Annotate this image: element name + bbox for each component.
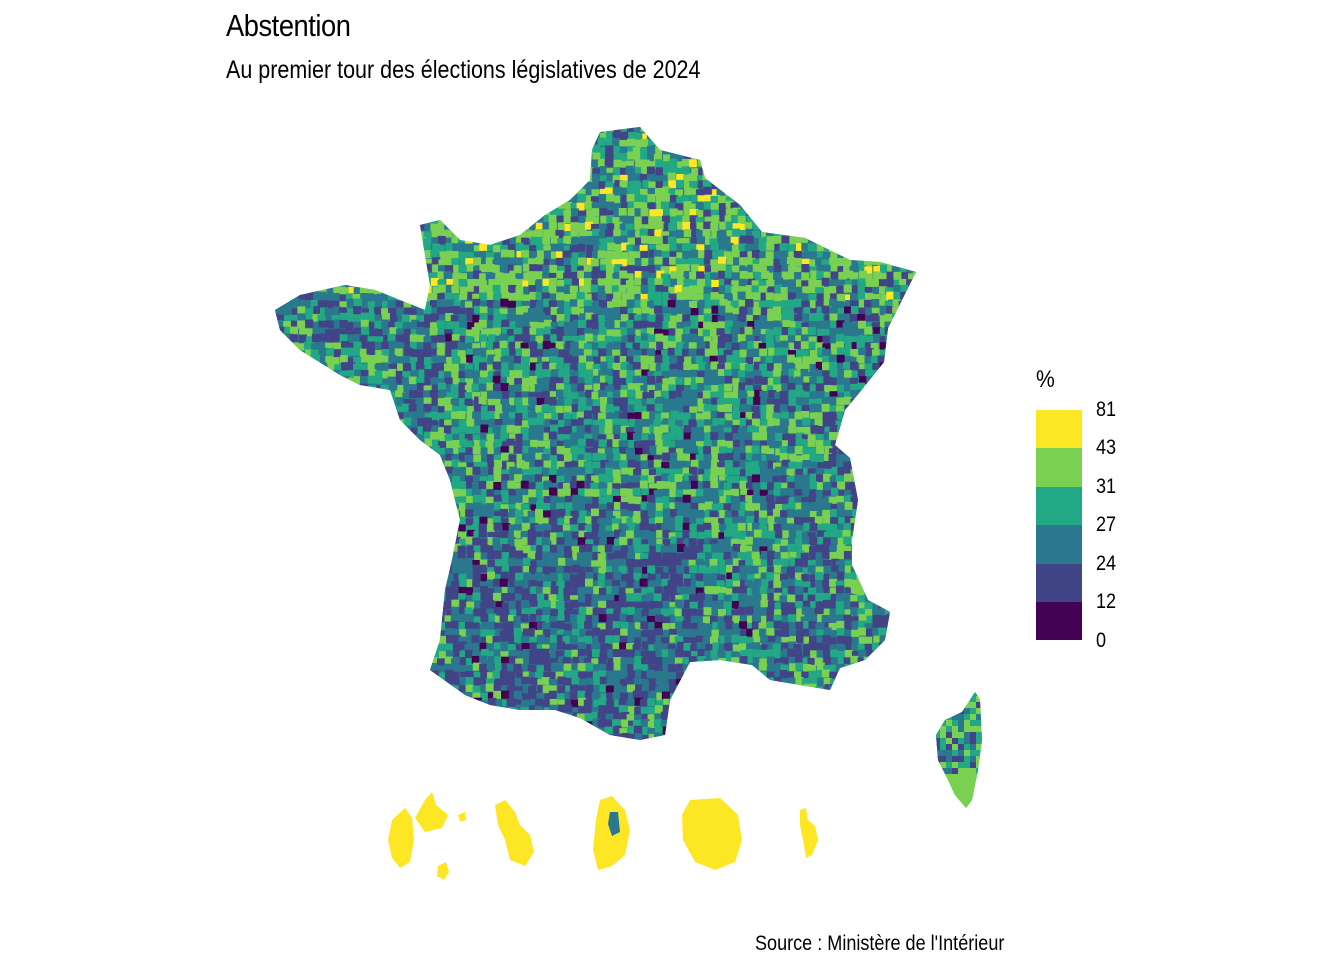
- legend-label-81: 81: [1096, 398, 1117, 421]
- region-mayotte: [800, 808, 818, 858]
- legend-label-0: 0: [1096, 629, 1107, 652]
- legend-swatch-31: [1036, 486, 1082, 526]
- region-guadeloupe: [388, 792, 466, 880]
- legend-swatch-81: [1036, 410, 1082, 449]
- legend-label-43: 43: [1096, 436, 1117, 459]
- region-corse: [936, 692, 982, 808]
- legend-label-12: 12: [1096, 590, 1117, 613]
- source-caption: Source : Ministère de l'Intérieur: [755, 932, 1005, 955]
- legend-swatch-12: [1036, 602, 1082, 641]
- region-martinique: [495, 800, 534, 866]
- map-legend: % 81 43 31 27 24 12 0: [1030, 366, 1150, 666]
- legend-swatch-43: [1036, 448, 1082, 487]
- region-la-reunion: [682, 798, 742, 870]
- legend-swatch-24: [1036, 563, 1082, 602]
- legend-label-27: 27: [1096, 513, 1117, 536]
- region-metropole: [275, 127, 916, 740]
- region-guyane: [593, 796, 630, 870]
- legend-label-31: 31: [1096, 475, 1117, 498]
- map-title: Abstention: [226, 8, 351, 43]
- legend-swatch-27: [1036, 525, 1082, 564]
- legend-label-24: 24: [1096, 552, 1117, 575]
- legend-title: %: [1036, 366, 1055, 393]
- map-subtitle: Au premier tour des élections législativ…: [226, 56, 701, 84]
